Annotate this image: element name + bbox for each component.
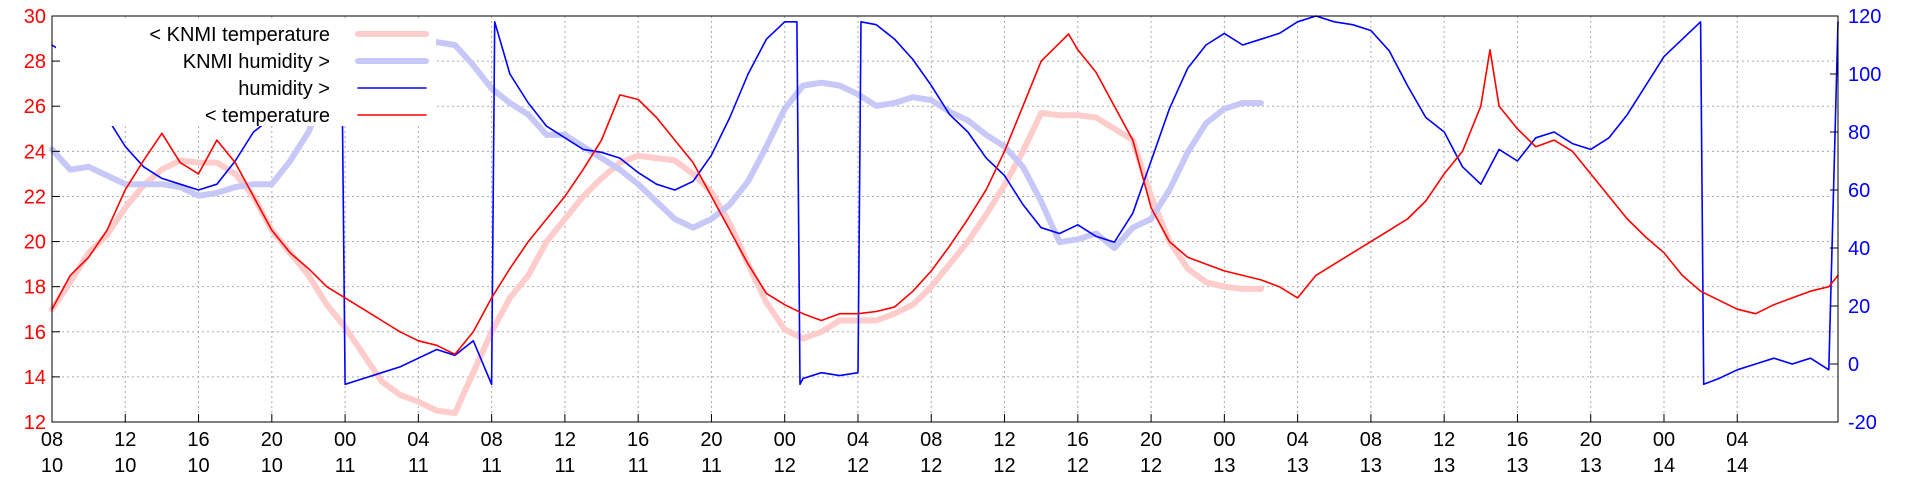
x-tick-label-hour: 16 <box>1067 429 1089 451</box>
x-tick-label-hour: 08 <box>41 429 63 451</box>
y-right-tick-label: 40 <box>1848 238 1870 260</box>
x-tick-label-hour: 00 <box>1213 429 1235 451</box>
x-tick-label-day: 11 <box>701 455 722 477</box>
series-layer <box>49 15 1839 416</box>
x-tick-label-day: 12 <box>774 455 796 477</box>
y-right-tick-label: 20 <box>1848 296 1870 318</box>
series-line-4 <box>51 33 1839 356</box>
x-tick-label-day: 14 <box>1653 455 1675 477</box>
x-tick-label-hour: 04 <box>1726 429 1748 451</box>
y-left-tick-label: 30 <box>24 6 46 28</box>
x-tick-label-day: 10 <box>187 455 209 477</box>
y-left-tick-label: 22 <box>24 186 46 208</box>
x-tick-label-hour: 00 <box>334 429 356 451</box>
x-tick-label-day: 12 <box>1140 455 1162 477</box>
y-right-tick-label: 0 <box>1848 354 1859 376</box>
x-axis: 08 10 12 10 16 10 20 10 00 11 04 11 08 11 12 11 16 11 20 11… <box>41 414 1748 477</box>
legend-label: humidity > <box>238 78 330 100</box>
y-axis-left: 12 14 16 18 20 22 24 26 28 30 <box>24 6 60 434</box>
y-left-tick-label: 20 <box>24 232 46 254</box>
x-tick-label-hour: 20 <box>1580 429 1602 451</box>
y-right-tick-label: -20 <box>1848 412 1877 434</box>
x-tick-label-hour: 00 <box>774 429 796 451</box>
x-tick-label-day: 12 <box>920 455 942 477</box>
y-left-tick-label: 14 <box>24 367 46 389</box>
x-tick-label-hour: 20 <box>1140 429 1162 451</box>
legend-label: < temperature <box>205 105 330 127</box>
x-tick-label-hour: 08 <box>1360 429 1382 451</box>
y-left-tick-label: 28 <box>24 51 46 73</box>
x-tick-label-hour: 04 <box>1286 429 1308 451</box>
x-tick-label-day: 13 <box>1286 455 1308 477</box>
y-right-tick-label: 120 <box>1848 6 1881 28</box>
x-tick-label-hour: 12 <box>993 429 1015 451</box>
y-right-tick-label: 60 <box>1848 180 1870 202</box>
legend-label: < KNMI temperature <box>149 24 330 46</box>
x-tick-label-day: 12 <box>847 455 869 477</box>
x-tick-label-day: 13 <box>1213 455 1235 477</box>
y-left-tick-label: 18 <box>24 277 46 299</box>
x-tick-label-hour: 08 <box>920 429 942 451</box>
x-tick-label-day: 13 <box>1580 455 1602 477</box>
x-tick-label-hour: 12 <box>1433 429 1455 451</box>
y-left-tick-label: 12 <box>24 412 46 434</box>
x-tick-label-day: 11 <box>555 455 576 477</box>
y-left-tick-label: 26 <box>24 96 46 118</box>
x-tick-label-day: 14 <box>1726 455 1748 477</box>
series-line-1 <box>49 110 1264 416</box>
y-right-tick-label: 80 <box>1848 122 1870 144</box>
x-tick-label-day: 10 <box>114 455 136 477</box>
x-tick-label-day: 12 <box>993 455 1015 477</box>
y-left-tick-label: 16 <box>24 322 46 344</box>
x-tick-label-hour: 16 <box>627 429 649 451</box>
plot-frame <box>51 15 1839 423</box>
x-tick-label-hour: 16 <box>187 429 209 451</box>
x-tick-label-day: 11 <box>335 455 356 477</box>
x-tick-label-hour: 12 <box>554 429 576 451</box>
x-tick-label-day: 11 <box>481 455 502 477</box>
x-tick-label-day: 10 <box>261 455 283 477</box>
series-line-3 <box>51 15 1839 386</box>
x-tick-label-hour: 04 <box>407 429 429 451</box>
x-tick-label-hour: 08 <box>481 429 503 451</box>
x-tick-label-hour: 04 <box>847 429 869 451</box>
x-tick-label-day: 13 <box>1433 455 1455 477</box>
x-tick-label-hour: 20 <box>261 429 283 451</box>
x-tick-label-hour: 20 <box>700 429 722 451</box>
legend-label: KNMI humidity > <box>183 51 330 73</box>
x-tick-label-day: 11 <box>408 455 429 477</box>
y-left-tick-label: 24 <box>24 141 46 163</box>
y-right-tick-label: 100 <box>1848 64 1881 86</box>
legend: < KNMI temperature KNMI humidity > humidit… <box>56 18 436 127</box>
series-line-2 <box>49 39 1264 251</box>
x-tick-label-day: 11 <box>628 455 649 477</box>
y-axis-right: -20 0 20 40 60 80 100 120 <box>1830 6 1881 434</box>
x-tick-label-hour: 00 <box>1653 429 1675 451</box>
x-tick-label-day: 13 <box>1506 455 1528 477</box>
x-tick-label-day: 13 <box>1360 455 1382 477</box>
x-tick-label-hour: 12 <box>114 429 136 451</box>
x-tick-label-hour: 16 <box>1506 429 1528 451</box>
x-tick-label-day: 10 <box>41 455 63 477</box>
x-tick-label-day: 12 <box>1067 455 1089 477</box>
